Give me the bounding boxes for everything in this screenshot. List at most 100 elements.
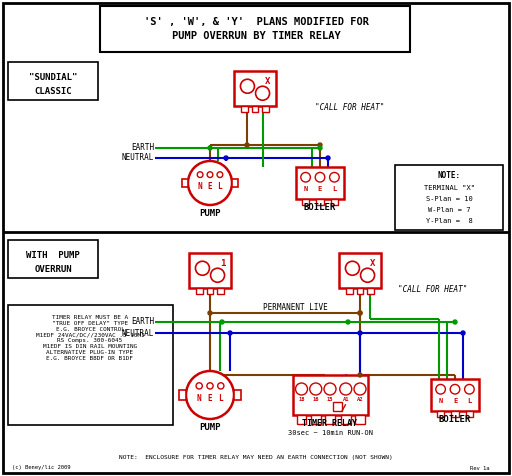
Text: NOTE:: NOTE: [437, 171, 461, 180]
Text: L: L [218, 182, 222, 191]
Text: N: N [198, 182, 202, 191]
Bar [465, 411, 473, 417]
Text: 30sec ~ 10min RUN-ON: 30sec ~ 10min RUN-ON [288, 430, 373, 436]
Bar [251, 106, 259, 112]
Bar [437, 411, 444, 417]
Circle shape [255, 86, 269, 100]
Circle shape [453, 320, 457, 324]
Bar [234, 390, 241, 399]
Bar [207, 288, 214, 294]
Text: "CALL FOR HEAT": "CALL FOR HEAT" [398, 286, 467, 295]
Circle shape [318, 143, 322, 147]
Bar [8, 240, 98, 278]
Circle shape [228, 331, 232, 335]
Bar [311, 415, 321, 424]
Bar [346, 288, 353, 294]
Text: 16: 16 [312, 397, 319, 402]
Bar [262, 106, 269, 112]
Circle shape [340, 383, 352, 395]
Circle shape [196, 261, 209, 275]
Text: E: E [453, 398, 457, 405]
Circle shape [346, 261, 359, 275]
Circle shape [358, 311, 362, 315]
Text: 'S' , 'W', & 'Y'  PLANS MODIFIED FOR: 'S' , 'W', & 'Y' PLANS MODIFIED FOR [143, 17, 369, 27]
Bar [431, 379, 479, 411]
Bar [292, 375, 368, 415]
Bar [217, 288, 224, 294]
Bar [196, 288, 203, 294]
Circle shape [224, 156, 228, 160]
Circle shape [354, 383, 366, 395]
Bar [339, 252, 381, 288]
Bar [182, 179, 188, 187]
Text: TIMER RELAY MUST BE A
"TRUE OFF DELAY" TYPE
E.G. BROYCE CONTROL
M1EDF 24VAC/DC//: TIMER RELAY MUST BE A "TRUE OFF DELAY" T… [36, 315, 144, 361]
Bar [8, 62, 98, 100]
Text: 1: 1 [220, 258, 225, 268]
Text: E: E [208, 394, 212, 403]
Bar [357, 288, 364, 294]
Text: X: X [265, 77, 270, 86]
Text: (c) Beney/lic 2009: (c) Beney/lic 2009 [12, 466, 71, 470]
Text: "CALL FOR HEAT": "CALL FOR HEAT" [315, 103, 385, 112]
Circle shape [196, 383, 202, 389]
Bar [189, 252, 231, 288]
Text: X: X [370, 258, 375, 268]
Text: OVERRUN: OVERRUN [34, 265, 72, 274]
Circle shape [324, 383, 336, 395]
Text: PUMP: PUMP [199, 208, 221, 218]
Circle shape [346, 320, 350, 324]
Circle shape [186, 371, 234, 419]
Text: TERMINAL "X": TERMINAL "X" [423, 185, 475, 191]
Circle shape [315, 172, 325, 182]
Text: TIMER RELAY: TIMER RELAY [303, 418, 357, 427]
Text: BOILER: BOILER [304, 202, 336, 211]
Bar [234, 70, 276, 106]
Text: NOTE:  ENCLOSURE FOR TIMER RELAY MAY NEED AN EARTH CONNECTION (NOT SHOWN): NOTE: ENCLOSURE FOR TIMER RELAY MAY NEED… [119, 456, 393, 460]
Circle shape [220, 320, 224, 324]
Text: L: L [467, 398, 472, 405]
Bar [296, 415, 306, 424]
Text: E: E [318, 187, 322, 192]
Bar [241, 106, 248, 112]
Circle shape [217, 172, 223, 178]
Text: EARTH: EARTH [131, 143, 154, 152]
Bar [179, 390, 186, 399]
Circle shape [207, 172, 213, 178]
Circle shape [464, 385, 474, 394]
Bar [355, 415, 365, 424]
Text: 15: 15 [327, 397, 333, 402]
Bar [296, 167, 344, 199]
Text: L: L [219, 394, 223, 403]
Bar [395, 165, 503, 230]
Bar [302, 199, 309, 206]
Bar [331, 199, 338, 206]
Text: "SUNDIAL": "SUNDIAL" [29, 72, 77, 81]
Circle shape [358, 373, 362, 377]
Circle shape [360, 268, 375, 282]
Text: NEUTRAL: NEUTRAL [122, 153, 154, 162]
Text: CLASSIC: CLASSIC [34, 87, 72, 96]
Circle shape [241, 79, 254, 93]
Text: NEUTRAL: NEUTRAL [122, 328, 154, 337]
Text: S-Plan = 10: S-Plan = 10 [425, 196, 473, 202]
Circle shape [197, 172, 203, 178]
Circle shape [450, 385, 460, 394]
Text: Y-Plan =  8: Y-Plan = 8 [425, 218, 473, 224]
Text: N: N [438, 398, 443, 405]
Text: EARTH: EARTH [131, 317, 154, 327]
Text: PUMP: PUMP [199, 423, 221, 432]
Bar [325, 415, 335, 424]
Circle shape [301, 172, 310, 182]
Bar [8, 305, 173, 425]
Text: PERMANENT LIVE: PERMANENT LIVE [263, 303, 327, 311]
Text: L: L [332, 187, 336, 192]
Circle shape [245, 143, 249, 147]
Circle shape [207, 383, 213, 389]
Bar [333, 402, 342, 411]
Circle shape [208, 311, 212, 315]
Bar [100, 6, 410, 52]
Text: PUMP OVERRUN BY TIMER RELAY: PUMP OVERRUN BY TIMER RELAY [172, 31, 340, 41]
Circle shape [330, 172, 339, 182]
Circle shape [188, 161, 232, 205]
Bar [232, 179, 238, 187]
